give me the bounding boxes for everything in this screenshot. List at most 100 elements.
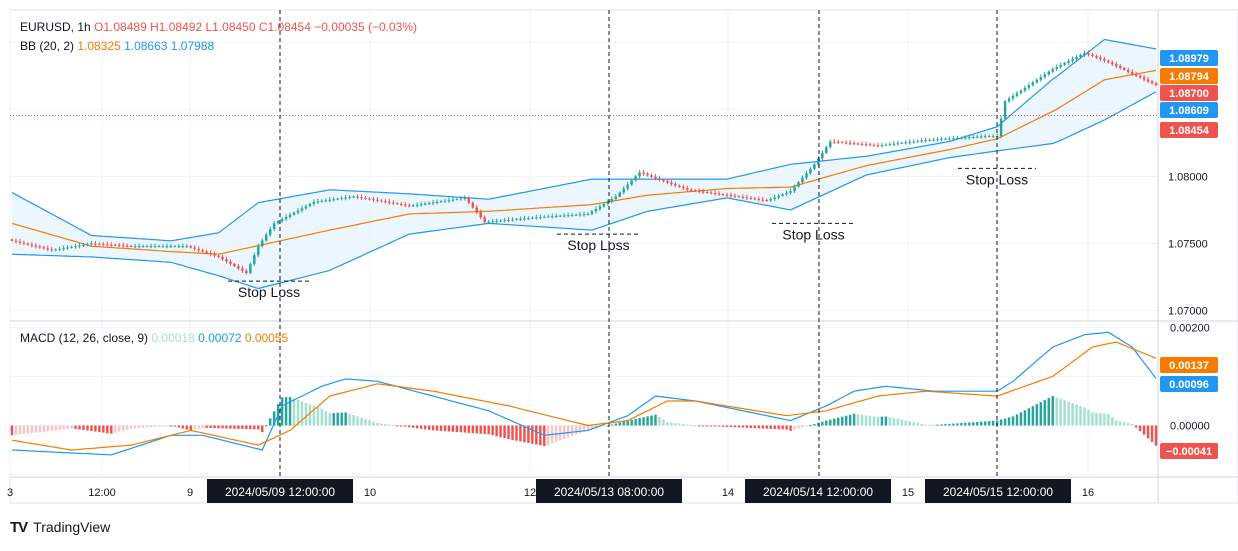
candle-body[interactable] bbox=[693, 190, 697, 192]
candle[interactable] bbox=[165, 243, 169, 249]
candle[interactable] bbox=[253, 252, 256, 267]
candle-body[interactable] bbox=[304, 206, 308, 209]
candle[interactable] bbox=[900, 141, 904, 145]
candle-body[interactable] bbox=[773, 197, 776, 199]
candle-body[interactable] bbox=[74, 246, 77, 248]
candle[interactable] bbox=[1039, 74, 1043, 82]
candle[interactable] bbox=[948, 136, 951, 141]
candle-body[interactable] bbox=[1059, 65, 1062, 68]
candle-body[interactable] bbox=[1111, 62, 1114, 65]
candle[interactable] bbox=[82, 242, 85, 248]
candle-body[interactable] bbox=[868, 144, 872, 146]
candle[interactable] bbox=[197, 246, 200, 253]
candle-body[interactable] bbox=[507, 219, 510, 221]
candle[interactable] bbox=[193, 245, 196, 251]
candle[interactable] bbox=[872, 143, 876, 147]
candle-body[interactable] bbox=[864, 144, 868, 146]
candle[interactable] bbox=[610, 196, 614, 204]
candle[interactable] bbox=[62, 245, 65, 252]
candle-body[interactable] bbox=[511, 219, 514, 221]
candle-body[interactable] bbox=[1087, 52, 1090, 55]
candle-body[interactable] bbox=[860, 143, 864, 145]
candle-body[interactable] bbox=[852, 143, 856, 145]
candle-body[interactable] bbox=[221, 256, 224, 260]
candle[interactable] bbox=[1007, 96, 1011, 103]
candle[interactable] bbox=[574, 213, 578, 216]
candle[interactable] bbox=[825, 145, 828, 155]
candle-body[interactable] bbox=[570, 214, 574, 216]
candle[interactable] bbox=[427, 201, 431, 205]
candle-body[interactable] bbox=[936, 139, 939, 141]
candle[interactable] bbox=[161, 244, 165, 248]
candle[interactable] bbox=[578, 212, 582, 217]
candle-body[interactable] bbox=[674, 184, 677, 186]
price-badge[interactable]: 1.08454 bbox=[1160, 122, 1218, 138]
candle[interactable] bbox=[991, 134, 995, 138]
candle[interactable] bbox=[467, 195, 471, 205]
candle[interactable] bbox=[920, 138, 923, 144]
candle[interactable] bbox=[582, 211, 586, 217]
candle[interactable] bbox=[805, 170, 808, 180]
candle-body[interactable] bbox=[725, 194, 729, 196]
candle[interactable] bbox=[797, 180, 800, 188]
candle-body[interactable] bbox=[531, 217, 534, 219]
candle[interactable] bbox=[558, 214, 562, 217]
candle-body[interactable] bbox=[550, 216, 554, 218]
candle[interactable] bbox=[272, 220, 276, 232]
candle[interactable] bbox=[364, 196, 367, 201]
candle-body[interactable] bbox=[781, 194, 784, 196]
candle-body[interactable] bbox=[66, 247, 69, 249]
candle-body[interactable] bbox=[638, 172, 641, 177]
candle[interactable] bbox=[535, 214, 538, 220]
candle[interactable] bbox=[1150, 79, 1154, 85]
candle-body[interactable] bbox=[527, 218, 530, 220]
candle[interactable] bbox=[352, 195, 355, 199]
candle-body[interactable] bbox=[229, 261, 232, 264]
candle-body[interactable] bbox=[14, 240, 18, 242]
candle[interactable] bbox=[566, 212, 570, 218]
candle-body[interactable] bbox=[1083, 52, 1086, 55]
candle[interactable] bbox=[507, 217, 510, 223]
candle-body[interactable] bbox=[1130, 71, 1134, 74]
candle-body[interactable] bbox=[733, 195, 737, 197]
candle-body[interactable] bbox=[753, 198, 757, 200]
candle[interactable] bbox=[284, 214, 288, 222]
candle-body[interactable] bbox=[137, 246, 141, 248]
candle[interactable] bbox=[554, 213, 558, 219]
candle-body[interactable] bbox=[380, 200, 383, 202]
candle-body[interactable] bbox=[741, 196, 745, 198]
candle[interactable] bbox=[876, 142, 880, 148]
candle[interactable] bbox=[380, 199, 383, 203]
candle[interactable] bbox=[1043, 71, 1047, 80]
candle[interactable] bbox=[594, 206, 598, 214]
candle[interactable] bbox=[1023, 85, 1027, 93]
candle-body[interactable] bbox=[1099, 57, 1102, 60]
candle-body[interactable] bbox=[1107, 60, 1110, 63]
candle[interactable] bbox=[404, 201, 407, 208]
candle[interactable] bbox=[670, 179, 673, 187]
candle[interactable] bbox=[1146, 76, 1150, 84]
candle[interactable] bbox=[813, 162, 816, 171]
candle[interactable] bbox=[1059, 62, 1062, 69]
candle-body[interactable] bbox=[991, 136, 995, 138]
candle[interactable] bbox=[964, 135, 967, 140]
candle-body[interactable] bbox=[1119, 66, 1122, 69]
candle[interactable] bbox=[570, 212, 574, 217]
candle[interactable] bbox=[741, 194, 745, 200]
candle-body[interactable] bbox=[920, 140, 923, 142]
candle-body[interactable] bbox=[296, 210, 300, 213]
candle[interactable] bbox=[924, 137, 927, 143]
candle-body[interactable] bbox=[201, 250, 204, 252]
candle-body[interactable] bbox=[205, 251, 208, 253]
candle-body[interactable] bbox=[797, 182, 800, 187]
candle-body[interactable] bbox=[384, 201, 387, 203]
candle[interactable] bbox=[173, 245, 177, 248]
candle-body[interactable] bbox=[161, 246, 165, 248]
candle-body[interactable] bbox=[721, 194, 725, 196]
candle-body[interactable] bbox=[686, 188, 689, 190]
candle-body[interactable] bbox=[463, 197, 467, 199]
candle[interactable] bbox=[332, 196, 335, 202]
candle[interactable] bbox=[106, 241, 109, 247]
candle-body[interactable] bbox=[181, 246, 185, 248]
candle-body[interactable] bbox=[519, 218, 522, 220]
